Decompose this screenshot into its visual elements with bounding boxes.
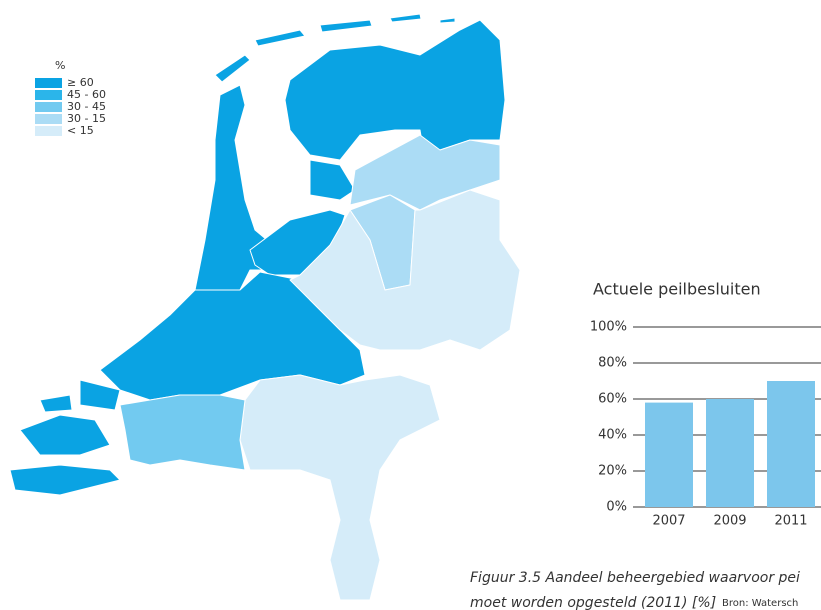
- x-tick-label: 2007: [652, 514, 685, 529]
- region: [289, 189, 521, 351]
- legend-swatch: [35, 90, 62, 100]
- region: [239, 374, 441, 601]
- region: [349, 134, 501, 211]
- island: [439, 17, 456, 24]
- chart: Actuele peilbesluiten 0% 20% 40% 60% 80% 100%…: [590, 280, 821, 529]
- y-tick-label: 0%: [606, 500, 627, 515]
- caption: moet worden opgesteld (2011) [%]: [470, 595, 716, 610]
- island: [79, 379, 121, 411]
- island: [389, 13, 422, 23]
- region: [284, 19, 506, 161]
- map: [9, 13, 521, 601]
- y-tick-label: 60%: [598, 392, 627, 407]
- legend-label: 45 - 60: [67, 88, 106, 101]
- bar: [767, 381, 815, 507]
- y-tick-label: 100%: [590, 320, 627, 335]
- legend-label: 30 - 45: [67, 100, 106, 113]
- legend-label: 30 - 15: [67, 112, 106, 125]
- legend-swatch: [35, 114, 62, 124]
- y-tick-label: 80%: [598, 356, 627, 371]
- island: [254, 29, 306, 47]
- island: [39, 394, 73, 413]
- region: [309, 159, 356, 201]
- bar: [706, 399, 754, 507]
- legend-label: ≥ 60: [67, 76, 94, 89]
- x-tick-label: 2009: [713, 514, 746, 529]
- x-tick-label: 2011: [774, 514, 807, 529]
- island: [214, 54, 251, 83]
- legend-swatch: [35, 126, 62, 136]
- bar: [645, 402, 693, 507]
- caption: Figuur 3.5 Aandeel beheergebied waarvoor…: [470, 570, 800, 586]
- island: [19, 414, 111, 456]
- y-tick-label: 40%: [598, 428, 627, 443]
- legend-swatch: [35, 102, 62, 112]
- chart-title: Actuele peilbesluiten: [593, 280, 761, 299]
- y-tick-label: 20%: [598, 464, 627, 479]
- island: [319, 19, 373, 33]
- region: [119, 394, 246, 471]
- legend-swatch: [35, 78, 62, 88]
- island: [9, 464, 121, 496]
- legend-label: < 15: [67, 124, 94, 137]
- legend-title: %: [55, 59, 65, 72]
- caption-source: Bron: Watersch: [722, 598, 798, 609]
